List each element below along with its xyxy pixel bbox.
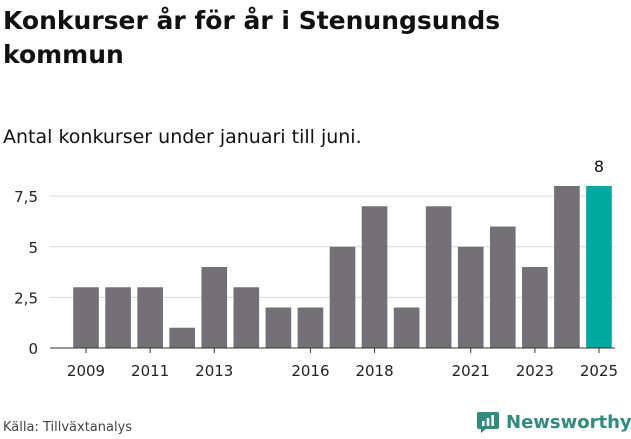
y-tick-label: 5 [28, 239, 38, 257]
bar-2022 [489, 226, 516, 348]
x-tick-label: 2021 [452, 362, 490, 380]
bar-2018 [361, 206, 388, 348]
bar-2021 [457, 246, 484, 348]
bars [73, 186, 612, 348]
brand-logo[interactable]: Newsworthy [476, 408, 631, 436]
bar-2015 [265, 307, 292, 348]
x-tick-label: 2009 [67, 362, 105, 380]
brand-name: Newsworthy [506, 411, 631, 433]
data-labels: 8 [594, 157, 604, 176]
bar-2012 [169, 327, 196, 348]
bar-2013 [201, 267, 228, 348]
axes: 0 2,5 5 7,5 2009 2011 2013 2016 2018 2021 2023 2025 [14, 188, 618, 380]
x-tick-label: 2016 [291, 362, 329, 380]
bar-2016 [297, 307, 324, 348]
chart-subtitle: Antal konkurser under januari till juni. [3, 126, 362, 148]
bar-2025 [586, 186, 612, 348]
y-tick-label: 0 [28, 340, 38, 358]
y-tick-label: 7,5 [14, 188, 38, 206]
bar-2017 [329, 246, 356, 348]
bar-2010 [105, 287, 131, 348]
bar-2014 [233, 287, 260, 348]
bar-chart: 8 0 2,5 5 7,5 2009 2011 2013 2016 2018 2021 2023 20… [14, 157, 618, 380]
bar-2009 [73, 287, 99, 348]
x-tick-label: 2011 [131, 362, 169, 380]
y-tick-label: 2,5 [14, 289, 38, 307]
bar-2020 [425, 206, 452, 348]
data-label: 8 [594, 157, 604, 176]
bar-2024 [554, 186, 580, 348]
source-note: Källa: Tillväxtanalys [3, 420, 133, 435]
bar-2011 [137, 287, 163, 348]
newsworthy-logo-icon [477, 412, 499, 433]
x-tick-label: 2013 [195, 362, 233, 380]
x-tick-label: 2023 [516, 362, 554, 380]
x-tick-label: 2018 [355, 362, 393, 380]
x-tick-label: 2025 [580, 362, 618, 380]
bar-2019 [393, 307, 420, 348]
chart-title: Konkurser år för år i Stenungsunds kommu… [3, 6, 501, 69]
bar-2023 [522, 267, 548, 348]
